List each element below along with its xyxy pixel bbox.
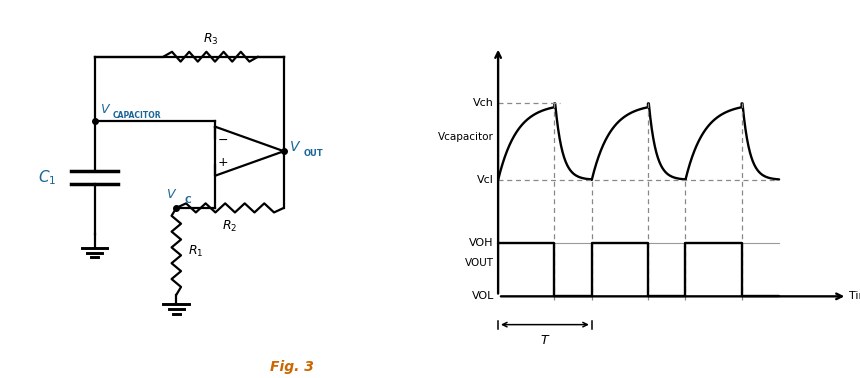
Text: $R_2$: $R_2$ [223, 218, 237, 234]
Text: Fig. 3: Fig. 3 [270, 360, 315, 374]
Text: $T$: $T$ [540, 334, 550, 347]
Text: VOUT: VOUT [465, 258, 494, 268]
Text: $V$: $V$ [100, 104, 111, 116]
Text: C: C [184, 196, 191, 205]
Text: Time: Time [850, 291, 860, 301]
Text: +: + [218, 155, 228, 169]
Text: $R_1$: $R_1$ [188, 244, 204, 259]
Text: $V$: $V$ [289, 140, 301, 155]
Text: $C_1$: $C_1$ [38, 168, 57, 187]
Text: VOL: VOL [471, 291, 494, 301]
Text: VOH: VOH [470, 238, 494, 248]
Text: −: − [218, 134, 228, 147]
Text: OUT: OUT [304, 149, 322, 158]
Text: Vcapacitor: Vcapacitor [438, 132, 494, 142]
Text: $R_3$: $R_3$ [203, 32, 218, 47]
Text: $V$: $V$ [166, 188, 178, 201]
Text: CAPACITOR: CAPACITOR [113, 111, 162, 120]
Text: Vcl: Vcl [477, 175, 494, 185]
Text: Vch: Vch [473, 98, 494, 108]
